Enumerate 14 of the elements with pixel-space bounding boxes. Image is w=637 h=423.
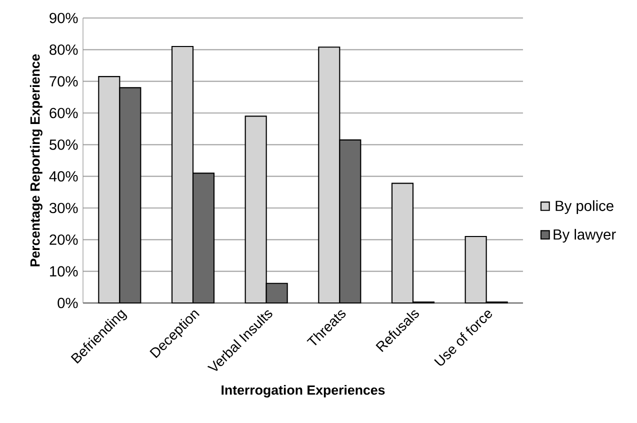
legend-label: By police <box>556 200 614 214</box>
y-tick-label: 50% <box>50 139 78 150</box>
y-tick-label: 40% <box>49 171 78 182</box>
legend-label: By lawyer <box>554 228 616 243</box>
y-tick-label: 80% <box>50 44 78 55</box>
y-tick-label: 60% <box>50 108 78 118</box>
y-tick-label: 30% <box>50 202 78 214</box>
x-axis-title: Interrogation Experiences <box>222 384 385 398</box>
y-tick-label: 90% <box>50 12 78 24</box>
y-tick-label: 10% <box>50 266 78 277</box>
y-axis-title: Percentage Reporting Experience <box>30 54 42 266</box>
y-tick-label: 0% <box>58 298 78 308</box>
y-tick-label: 70% <box>50 76 78 87</box>
y-tick-label: 20% <box>50 234 78 245</box>
